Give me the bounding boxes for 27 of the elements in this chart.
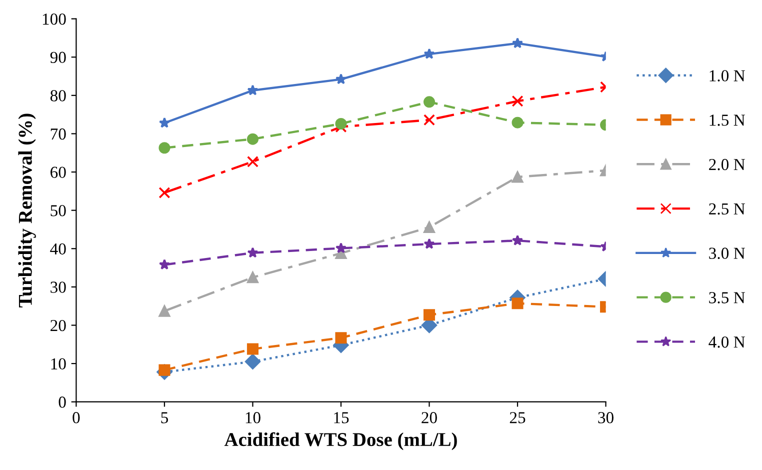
x-tick-label: 30 [598,412,614,424]
legend-label: 2.5 N [709,203,745,215]
y-tick-label: 40 [50,243,66,255]
legend-label: 3.5 N [709,292,745,304]
x-tick-label: 5 [161,412,168,424]
y-tick-label: 80 [50,90,66,102]
y-tick-label: 10 [51,358,66,370]
y-tick-label: 30 [50,282,66,293]
legend-label: 1.5 N [710,114,745,126]
x-tick-label: 20 [422,412,437,424]
y-axis-title: Turbidity Removal (%) [18,114,36,308]
legend-label: 2.0 N [709,158,745,170]
y-tick-label: 0 [58,396,66,408]
legend-label: 4.0 N [708,336,745,348]
y-tick-label: 60 [50,166,66,178]
y-tick-label: 100 [42,14,66,25]
x-tick-label: 0 [72,412,80,424]
x-axis-title: Acidified WTS Dose (mL/L) [224,432,457,450]
y-tick-label: 90 [50,52,66,64]
y-tick-label: 50 [50,205,66,216]
x-tick-label: 15 [334,412,349,424]
legend-label: 3.0 N [709,248,745,260]
x-tick-label: 25 [510,412,526,424]
legend-label: 1.0 N [710,70,745,82]
y-tick-label: 70 [50,128,66,140]
y-tick-label: 20 [50,320,66,332]
x-tick-label: 10 [246,412,260,424]
